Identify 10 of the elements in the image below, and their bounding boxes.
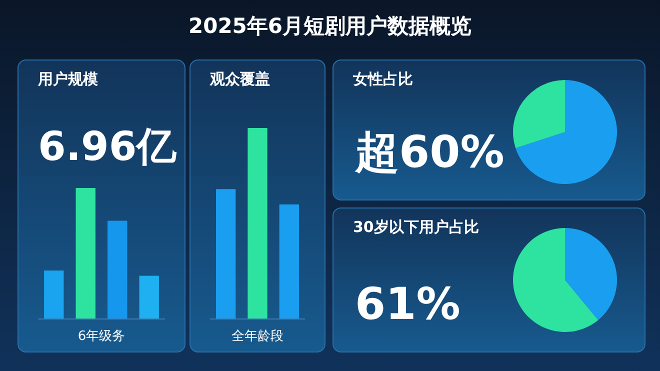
x-axis-title: 全年龄段: [232, 329, 284, 344]
chart-title: 30岁以下用户占比: [353, 218, 479, 236]
text: 女性占比: [352, 70, 413, 88]
x-axis-title: 6年级务: [78, 329, 126, 344]
chart-title: 用户规模: [37, 70, 99, 88]
text: 2025年6月短剧用户数据概览: [188, 14, 472, 38]
text: 61%: [355, 279, 460, 330]
text: 超60%: [354, 127, 504, 178]
text: 6.96亿: [38, 124, 178, 170]
chart-title: 观众覆盖: [209, 70, 270, 88]
